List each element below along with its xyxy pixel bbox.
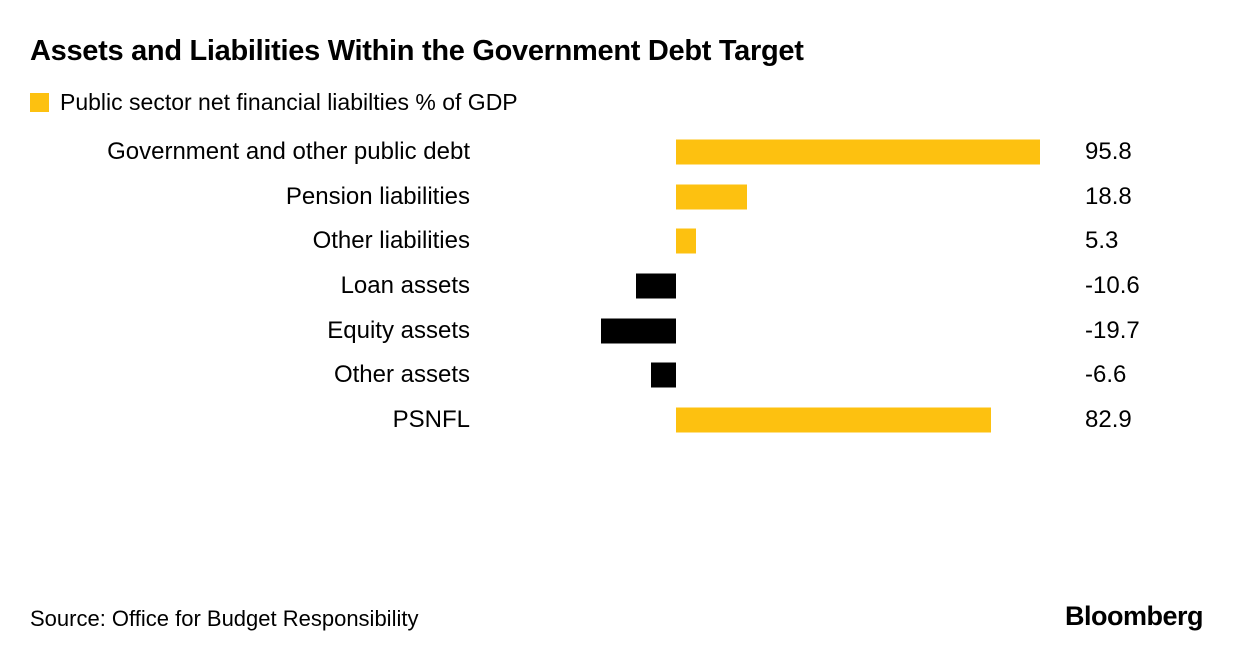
category-label: Equity assets (327, 316, 470, 344)
category-label: Other assets (333, 361, 470, 389)
bar-area: -10.6 (470, 264, 1235, 309)
category-label: Loan assets (340, 271, 470, 299)
bar (635, 273, 676, 299)
category-label: Other liabilities (312, 227, 470, 255)
bloomberg-logo: Bloomberg (1064, 601, 1204, 631)
bar-area: -19.7 (470, 308, 1235, 353)
value-label: 18.8 (1085, 182, 1132, 210)
bar (650, 362, 676, 388)
chart-row: Other liabilities 5.3 (0, 219, 1235, 264)
bar-area: 82.9 (470, 397, 1235, 442)
category-label: Pension liabilities (285, 182, 470, 210)
legend: Public sector net financial liabilties %… (30, 88, 1205, 115)
chart-row: Government and other public debt 95.8 (0, 130, 1235, 175)
category-label: PSNFL (392, 405, 470, 433)
value-label: 95.8 (1085, 138, 1132, 166)
footer: Source: Office for Budget Responsibility… (30, 601, 1204, 632)
bar-area: 5.3 (470, 219, 1235, 264)
value-label: -10.6 (1085, 271, 1140, 299)
bar (676, 228, 697, 254)
bar-area: 95.8 (470, 130, 1235, 175)
chart-row: Loan assets -10.6 (0, 264, 1235, 309)
bar (676, 184, 748, 210)
chart-row: PSNFL 82.9 (0, 397, 1235, 442)
bar-chart: Government and other public debt 95.8 Pe… (0, 130, 1235, 442)
chart-row: Equity assets -19.7 (0, 308, 1235, 353)
chart-row: Other assets -6.6 (0, 353, 1235, 398)
bar (676, 407, 991, 433)
bar-area: 18.8 (470, 174, 1235, 219)
source-note: Source: Office for Budget Responsibility (30, 606, 419, 631)
page-title: Assets and Liabilities Within the Govern… (30, 35, 804, 67)
legend-swatch-icon (30, 92, 49, 112)
legend-label: Public sector net financial liabilties %… (60, 88, 518, 115)
value-label: -6.6 (1085, 361, 1127, 389)
value-label: -19.7 (1085, 316, 1140, 344)
chart-row: Pension liabilities 18.8 (0, 174, 1235, 219)
bar (676, 139, 1040, 165)
bar (601, 318, 676, 344)
value-label: 5.3 (1085, 227, 1119, 255)
category-label: Government and other public debt (107, 138, 470, 166)
value-label: 82.9 (1085, 405, 1132, 433)
bar-area: -6.6 (470, 353, 1235, 398)
